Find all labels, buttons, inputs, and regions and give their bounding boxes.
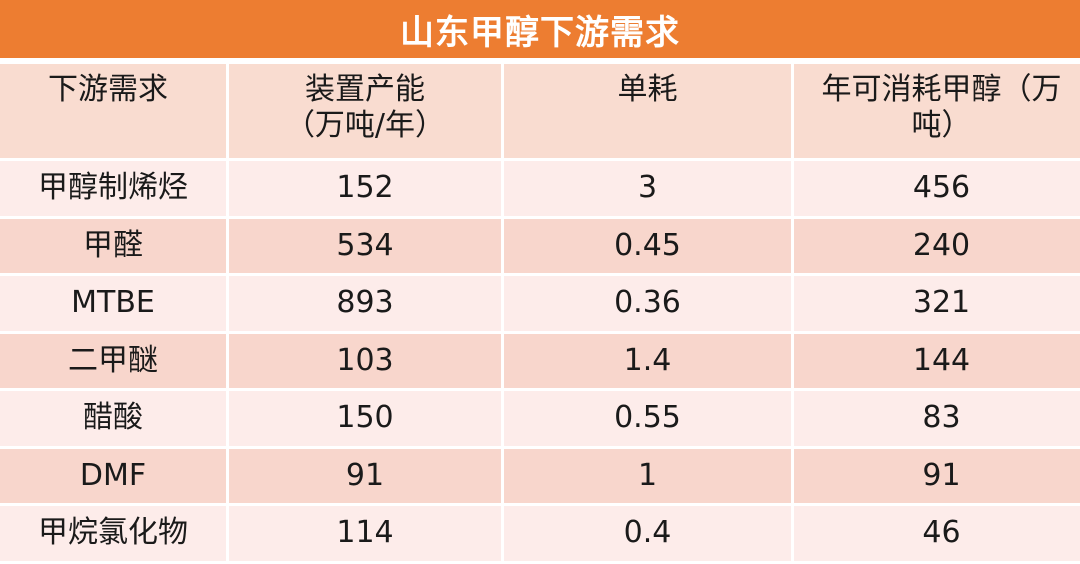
header-row: 下游需求 装置产能 （万吨/年） 单耗 年可消耗甲醇（万 吨）	[0, 64, 1080, 158]
cell-consumption: 1	[504, 448, 791, 503]
cell-demand: 甲醇制烯烃	[0, 161, 226, 216]
cell-capacity: 150	[229, 391, 501, 446]
cell-annual: 91	[794, 448, 1080, 503]
cell-capacity: 91	[229, 448, 501, 503]
table-row: 甲醛 534 0.45 240	[0, 218, 1080, 273]
header-consumption: 单耗	[504, 64, 791, 158]
cell-annual: 144	[794, 333, 1080, 388]
header-capacity: 装置产能 （万吨/年）	[229, 64, 501, 158]
cell-annual: 321	[794, 276, 1080, 331]
table-row: 甲烷氯化物 114 0.4 46	[0, 506, 1080, 561]
table-title: 山东甲醇下游需求	[0, 0, 1080, 58]
cell-demand: 甲醛	[0, 218, 226, 273]
header-annual-line2: 吨）	[911, 108, 972, 143]
cell-consumption: 0.45	[504, 218, 791, 273]
cell-annual: 456	[794, 161, 1080, 216]
cell-capacity: 152	[229, 161, 501, 216]
cell-annual: 83	[794, 391, 1080, 446]
cell-capacity: 893	[229, 276, 501, 331]
table-row: DMF 91 1 91	[0, 448, 1080, 503]
table-row: 二甲醚 103 1.4 144	[0, 333, 1080, 388]
cell-consumption: 0.36	[504, 276, 791, 331]
cell-demand: 醋酸	[0, 391, 226, 446]
cell-consumption: 1.4	[504, 333, 791, 388]
header-annual: 年可消耗甲醇（万 吨）	[794, 64, 1080, 158]
header-capacity-line2: （万吨/年）	[284, 108, 446, 143]
table-row: 醋酸 150 0.55 83	[0, 391, 1080, 446]
cell-demand: 二甲醚	[0, 333, 226, 388]
table-row: 甲醇制烯烃 152 3 456	[0, 161, 1080, 216]
cell-annual: 46	[794, 506, 1080, 561]
cell-annual: 240	[794, 218, 1080, 273]
table-row: MTBE 893 0.36 321	[0, 276, 1080, 331]
cell-capacity: 534	[229, 218, 501, 273]
cell-capacity: 103	[229, 333, 501, 388]
header-capacity-line1: 装置产能	[305, 72, 425, 107]
cell-demand: MTBE	[0, 276, 226, 331]
cell-consumption: 3	[504, 161, 791, 216]
cell-consumption: 0.55	[504, 391, 791, 446]
cell-capacity: 114	[229, 506, 501, 561]
cell-demand: DMF	[0, 448, 226, 503]
header-annual-line1: 年可消耗甲醇（万	[821, 72, 1062, 107]
header-demand: 下游需求	[0, 64, 226, 158]
methanol-demand-table: 下游需求 装置产能 （万吨/年） 单耗 年可消耗甲醇（万 吨） 甲醇制烯烃 15…	[0, 61, 1080, 564]
cell-consumption: 0.4	[504, 506, 791, 561]
cell-demand: 甲烷氯化物	[0, 506, 226, 561]
